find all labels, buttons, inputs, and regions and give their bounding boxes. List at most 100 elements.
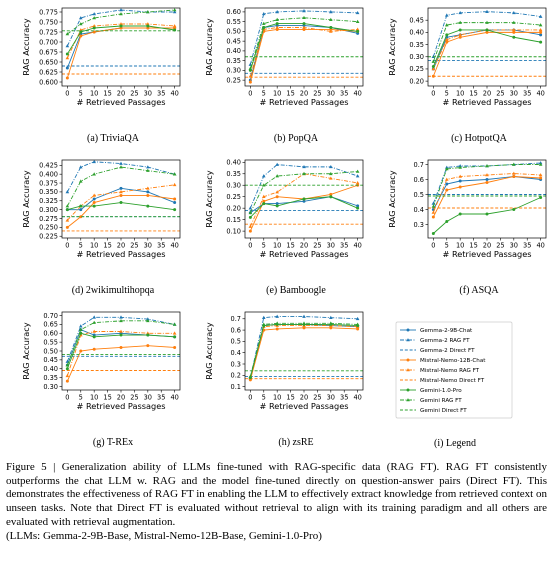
data-point: [79, 215, 83, 219]
y-tick-label: 0.600: [39, 78, 58, 86]
data-point: [261, 322, 266, 326]
x-tick-label: 20: [117, 242, 125, 250]
data-point: [444, 177, 449, 181]
series-line: [66, 316, 175, 362]
series-line: [66, 23, 175, 59]
data-point: [172, 8, 177, 12]
data-point: [92, 159, 96, 164]
legend-marker: [406, 358, 410, 362]
caption-note: (LLMs: Gemma-2-9B-Base, Mistral-Nemo-12B…: [6, 529, 322, 542]
data-point: [275, 190, 279, 194]
x-tick-label: 5: [79, 242, 83, 250]
x-tick-label: 30: [327, 394, 335, 402]
data-point: [329, 17, 333, 21]
series-line: [249, 29, 358, 83]
data-point: [248, 215, 252, 219]
subplot-caption: (b) PopQA: [274, 133, 319, 144]
data-point: [146, 186, 150, 190]
data-point: [329, 29, 333, 33]
figure-caption: Figure 5 | Generalization ability of LLM…: [6, 461, 547, 543]
subplot-caption: (g) T-REx: [93, 437, 133, 448]
data-point: [302, 197, 306, 201]
data-point: [302, 321, 306, 325]
x-tick-label: 15: [469, 242, 477, 250]
data-point: [119, 12, 123, 16]
x-tick-label: 5: [79, 90, 83, 98]
data-point: [119, 333, 123, 337]
data-point: [92, 201, 96, 205]
caption-label: Figure 5 |: [6, 461, 56, 473]
data-point: [92, 329, 96, 333]
x-tick-label: 35: [523, 242, 531, 250]
x-tick-label: 35: [340, 242, 348, 250]
series-line: [249, 327, 358, 380]
x-tick-label: 25: [496, 242, 504, 250]
data-point: [92, 26, 96, 30]
x-tick-label: 15: [469, 90, 477, 98]
y-tick-label: 0.40: [43, 365, 58, 373]
data-point: [172, 182, 177, 187]
x-tick-label: 30: [144, 90, 152, 98]
data-point: [248, 74, 253, 78]
y-tick-label: 0.4: [414, 206, 425, 214]
data-point: [173, 208, 177, 212]
data-point: [512, 30, 516, 34]
data-point: [329, 171, 333, 176]
y-tick-label: 0.6: [231, 326, 242, 334]
plot-frame: [427, 7, 547, 87]
data-point: [172, 10, 177, 14]
subplot: 0.1 0.2 0.3 0.4 0.5 0.6 0.7 0 5 10 15 20 25 30 35 40 # R…: [204, 311, 364, 448]
data-point: [275, 321, 279, 325]
data-point: [146, 168, 150, 172]
subplot: 0.3 0.4 0.5 0.6 0.7 0 5 10 15 20 25 30 35 40 # Retriev…: [387, 159, 547, 296]
subplot: 0.2250.2500.2750.3000.3250.3500.3750.400…: [21, 159, 181, 296]
y-tick-label: 0.55: [226, 18, 241, 26]
y-tick-label: 0.7: [231, 315, 242, 323]
data-point: [355, 174, 360, 178]
data-point: [538, 162, 543, 166]
x-tick-label: 25: [130, 394, 138, 402]
x-tick-label: 40: [170, 394, 178, 402]
series-line: [66, 27, 175, 69]
y-tick-label: 0.30: [226, 182, 241, 190]
data-point: [539, 176, 543, 180]
y-tick-label: 0.750: [39, 18, 58, 26]
x-tick-label: 40: [353, 394, 361, 402]
data-point: [512, 28, 516, 32]
data-point: [275, 22, 279, 26]
series-line: [67, 9, 175, 35]
data-point: [261, 194, 266, 199]
data-point: [356, 206, 360, 210]
series-line: [432, 29, 541, 67]
data-point: [356, 204, 360, 208]
data-point: [79, 349, 83, 353]
data-point: [79, 34, 83, 38]
legend-label: Mistral-Nemo RAG FT: [420, 368, 480, 374]
x-tick-label: 25: [130, 90, 138, 98]
series-line: [432, 11, 541, 57]
legend-marker: [406, 388, 410, 392]
y-axis-label: RAG Accuracy: [204, 170, 214, 227]
y-tick-label: 0.225: [39, 233, 58, 241]
x-tick-label: 0: [65, 242, 69, 250]
data-point: [78, 22, 83, 26]
data-point: [119, 186, 123, 190]
y-tick-label: 0.2: [231, 372, 242, 380]
x-tick-label: 25: [313, 394, 321, 402]
data-point: [261, 174, 266, 178]
data-point: [248, 224, 253, 228]
data-point: [329, 176, 333, 180]
y-tick-label: 0.25: [409, 65, 424, 73]
data-point: [65, 44, 70, 48]
x-axis-label: # Retrieved Passages: [259, 249, 348, 259]
y-tick-label: 0.25: [226, 76, 241, 84]
data-point: [539, 30, 543, 34]
y-tick-label: 0.25: [226, 193, 241, 201]
data-point: [485, 28, 489, 32]
y-tick-label: 0.10: [226, 227, 241, 235]
data-point: [275, 327, 279, 331]
data-point: [458, 179, 462, 183]
subplot: 0.10 0.15 0.20 0.25 0.30 0.35 0.40 0 5 10 15 20 25 30…: [204, 159, 364, 296]
data-point: [485, 212, 489, 216]
